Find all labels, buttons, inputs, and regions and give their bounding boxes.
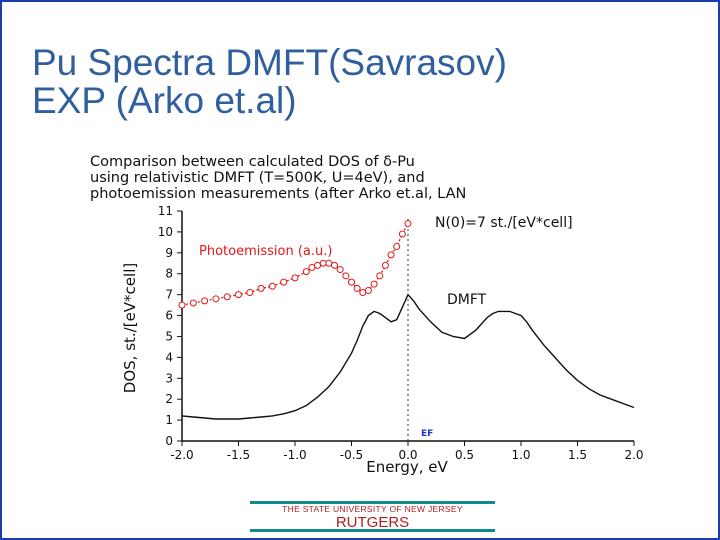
photoemission-line bbox=[181, 223, 409, 306]
y-tick-label: 9 bbox=[165, 246, 173, 260]
photoemission-point bbox=[291, 274, 299, 282]
x-tick-label: -1.0 bbox=[283, 448, 306, 462]
title-line-2: EXP (Arko et.al) bbox=[32, 80, 297, 121]
x-tick-label: 0.0 bbox=[398, 448, 417, 462]
photoemission-point bbox=[381, 261, 389, 269]
photoemission-point bbox=[212, 295, 220, 303]
photoemission-point bbox=[331, 261, 339, 269]
footer-bottom-bar bbox=[250, 529, 495, 532]
photoemission-point bbox=[319, 259, 327, 267]
photoemission-point bbox=[342, 272, 350, 280]
y-tick-label: 10 bbox=[158, 225, 173, 239]
x-axis-label: Energy, eV bbox=[366, 458, 448, 476]
dmft-annotation: DMFT bbox=[447, 292, 487, 308]
photoemission-point bbox=[308, 263, 316, 271]
x-tick-label: -0.5 bbox=[340, 448, 363, 462]
x-tick-label: 0.5 bbox=[455, 448, 474, 462]
x-tick-label: -1.5 bbox=[227, 448, 250, 462]
y-tick-label: 6 bbox=[165, 309, 173, 323]
photoemission-point bbox=[268, 282, 276, 290]
photoemission-point bbox=[364, 286, 372, 294]
photoemission-annotation: Photoemission (a.u.) bbox=[199, 244, 332, 259]
chart-caption-line-3: photoemission measurements (after Arko e… bbox=[90, 186, 466, 202]
y-tick-label: 3 bbox=[165, 371, 173, 385]
x-tick-label: 2.0 bbox=[624, 448, 643, 462]
photoemission-point bbox=[223, 293, 231, 301]
y-tick-label: 2 bbox=[165, 392, 173, 406]
photoemission-point bbox=[257, 284, 265, 292]
photoemission-point bbox=[280, 278, 288, 286]
n0-annotation: N(0)=7 st./[eV*cell] bbox=[435, 215, 573, 231]
photoemission-point bbox=[387, 251, 395, 259]
photoemission-point bbox=[359, 289, 367, 297]
slide-title: Pu Spectra DMFT(Savrasov) EXP (Arko et.a… bbox=[32, 44, 507, 120]
photoemission-point bbox=[178, 301, 186, 309]
photoemission-point bbox=[325, 259, 333, 267]
photoemission-point bbox=[336, 266, 344, 274]
y-tick-label: 4 bbox=[165, 350, 173, 364]
photoemission-point bbox=[393, 243, 401, 251]
x-tick-label: 1.5 bbox=[568, 448, 587, 462]
photoemission-point bbox=[235, 291, 242, 299]
photoemission-point bbox=[404, 220, 412, 228]
chart-caption-line-1: Comparison between calculated DOS of δ-P… bbox=[90, 154, 415, 170]
chart-caption-line-2: using relativistic DMFT (T=500K, U=4eV),… bbox=[90, 170, 425, 186]
rutgers-footer: THE STATE UNIVERSITY OF NEW JERSEY RUTGE… bbox=[250, 501, 495, 533]
photoemission-point bbox=[201, 297, 209, 305]
photoemission-point bbox=[314, 261, 322, 269]
photoemission-point bbox=[246, 289, 254, 297]
ef-annotation: EF bbox=[421, 429, 433, 439]
y-tick-label: 5 bbox=[165, 329, 173, 343]
title-line-1: Pu Spectra DMFT(Savrasov) bbox=[32, 42, 507, 83]
dos-chart-svg: Comparison between calculated DOS of δ-P… bbox=[90, 154, 644, 476]
y-tick-label: 1 bbox=[165, 413, 173, 427]
dmft-line bbox=[181, 293, 635, 420]
x-tick-label: -2.0 bbox=[170, 448, 193, 462]
photoemission-point bbox=[370, 280, 378, 288]
photoemission-point bbox=[353, 284, 361, 292]
footer-brand: RUTGERS bbox=[335, 514, 410, 531]
photoemission-point bbox=[189, 299, 197, 307]
footer-top-bar bbox=[250, 501, 495, 504]
y-tick-label: 7 bbox=[165, 288, 173, 302]
y-tick-label: 8 bbox=[165, 267, 173, 281]
dos-chart: Comparison between calculated DOS of δ-P… bbox=[85, 150, 670, 480]
x-tick-label: 1.0 bbox=[511, 448, 530, 462]
photoemission-point bbox=[398, 230, 406, 238]
photoemission-point bbox=[348, 278, 355, 286]
y-axis-label: DOS, st./[eV*cell] bbox=[121, 263, 139, 393]
footer-university: THE STATE UNIVERSITY OF NEW JERSEY bbox=[282, 504, 463, 514]
y-tick-label: 11 bbox=[158, 204, 173, 218]
photoemission-point bbox=[302, 268, 310, 276]
photoemission-point bbox=[376, 272, 384, 280]
y-tick-label: 0 bbox=[165, 434, 173, 448]
